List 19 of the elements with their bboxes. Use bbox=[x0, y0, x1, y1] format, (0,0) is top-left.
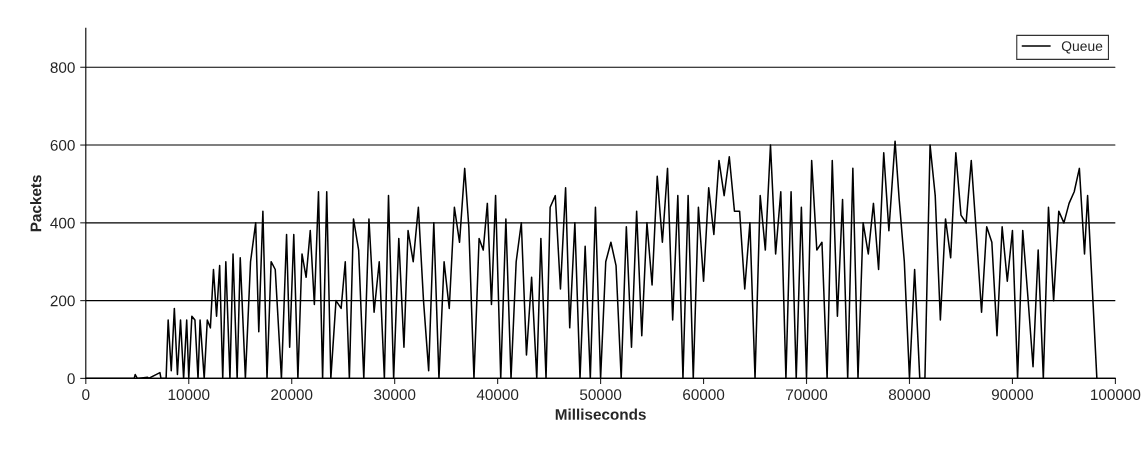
y-axis-title: Packets bbox=[30, 175, 42, 232]
y-tick-label: 0 bbox=[67, 373, 75, 385]
x-tick-label: 70000 bbox=[786, 389, 828, 401]
x-tick-label: 30000 bbox=[374, 389, 416, 401]
y-tick-label: 200 bbox=[50, 295, 75, 307]
x-tick-label: 20000 bbox=[271, 389, 313, 401]
x-tick-label: 90000 bbox=[991, 389, 1034, 401]
x-tick-label: 10000 bbox=[168, 389, 210, 401]
x-axis-title: Milliseconds bbox=[555, 408, 646, 420]
y-tick-label: 800 bbox=[50, 62, 75, 73]
x-tick-label: 80000 bbox=[888, 389, 931, 401]
x-tick-label: 0 bbox=[82, 389, 90, 401]
y-tick-label: 400 bbox=[50, 217, 75, 229]
legend-label: Queue bbox=[1061, 41, 1103, 54]
x-tick-label: 100000 bbox=[1091, 389, 1141, 401]
x-tick-label: 50000 bbox=[579, 389, 622, 401]
x-tick-label: 60000 bbox=[683, 389, 725, 401]
y-tick-label: 600 bbox=[50, 139, 75, 151]
x-tick-label: 40000 bbox=[476, 389, 519, 401]
